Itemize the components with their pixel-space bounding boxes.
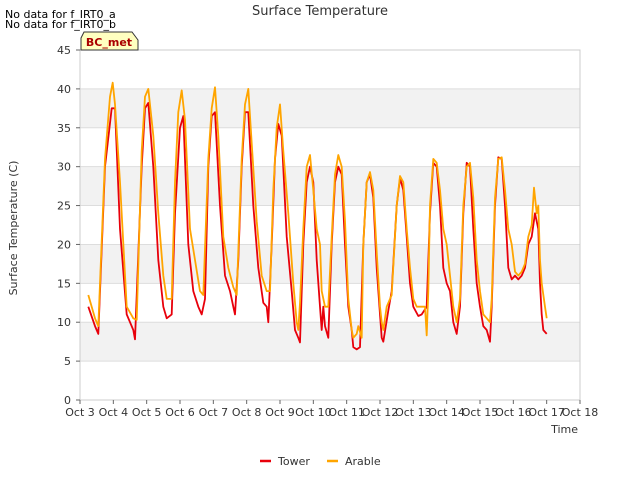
x-axis-label: Time (550, 423, 578, 436)
y-tick-label: 10 (57, 316, 71, 329)
x-tick-label: Oct 9 (265, 406, 295, 419)
y-tick-label: 30 (57, 161, 71, 174)
chart-title: Surface Temperature (252, 4, 388, 19)
plot-background (80, 50, 580, 400)
x-tick-label: Oct 6 (165, 406, 195, 419)
x-tick-label: Oct 11 (328, 406, 365, 419)
legend: Tower Arable (260, 455, 381, 468)
legend-label-tower: Tower (277, 455, 310, 468)
series-line-arable (87, 81, 548, 339)
x-tick-label: Oct 17 (528, 406, 565, 419)
x-tick-label: Oct 14 (428, 406, 465, 419)
y-axis-ticks: 0 5 10 15 20 25 30 35 40 45 (57, 44, 80, 407)
x-tick-label: Oct 13 (395, 406, 432, 419)
y-axis-label: Surface Temperature (C) (7, 161, 20, 296)
series-line-tower (87, 102, 548, 351)
x-tick-label: Oct 4 (99, 406, 129, 419)
badge: BC_met (80, 31, 139, 51)
x-tick-label: Oct 16 (495, 406, 532, 419)
grid-band (80, 88, 580, 128)
x-tick-label: Oct 12 (362, 406, 399, 419)
x-tick-label: Oct 15 (462, 406, 499, 419)
y-tick-label: 25 (57, 200, 71, 213)
y-tick-label: 0 (64, 394, 71, 407)
no-data-note-a: No data for f_IRT0_a (5, 8, 116, 21)
badge-box (80, 31, 139, 51)
y-tick-label: 20 (57, 238, 71, 251)
x-tick-label: Oct 7 (199, 406, 229, 419)
no-data-note-b: No data for f_IRT0_b (5, 18, 117, 31)
y-tick-label: 35 (57, 122, 71, 135)
x-tick-label: Oct 5 (132, 406, 162, 419)
grid-band (80, 322, 580, 362)
x-tick-label: Oct 8 (232, 406, 262, 419)
badge-label: BC_met (86, 36, 132, 49)
legend-label-arable: Arable (345, 455, 381, 468)
x-tick-label: Oct 10 (295, 406, 332, 419)
y-tick-label: 15 (57, 277, 71, 290)
x-axis-ticks: Oct 3 Oct 4 Oct 5 Oct 6 Oct 7 Oct 8 Oct 9 Oct 1… (65, 400, 598, 419)
y-tick-label: 40 (57, 83, 71, 96)
y-tick-label: 45 (57, 44, 71, 57)
x-tick-label: Oct 18 (562, 406, 599, 419)
plot-frame (79, 49, 581, 401)
y-tick-label: 5 (64, 355, 71, 368)
x-tick-label: Oct 3 (65, 406, 95, 419)
series-layer (87, 81, 548, 351)
